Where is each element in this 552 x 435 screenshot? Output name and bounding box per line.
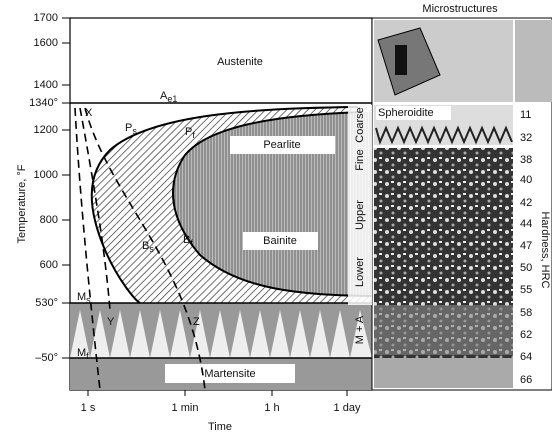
curve-label: X: [85, 107, 93, 119]
structure-label: Lower: [354, 257, 366, 287]
structure-label: M + A: [354, 315, 366, 344]
region-label: Bainite: [263, 235, 297, 247]
hardness-value: 44: [520, 218, 532, 230]
micro-image: [374, 305, 513, 355]
hardness-value: 40: [520, 174, 532, 186]
curve-label: Z: [193, 316, 200, 328]
structure-label: Fine: [354, 149, 366, 170]
curve-label-sub: s: [86, 295, 91, 305]
curve-label-sub: e1: [167, 94, 177, 104]
y-tick-label: 1600: [34, 37, 58, 49]
micro-image: [374, 358, 513, 388]
hardness-value: 38: [520, 154, 532, 166]
y-axis-label: Temperature, °F: [16, 164, 28, 243]
diagram: Austenite Pearlite Bainite Martensite X …: [0, 0, 552, 435]
curve-label-base: P: [125, 122, 132, 134]
hardness-value: 64: [520, 351, 532, 363]
y-tick-label: 530°: [35, 297, 58, 309]
hardness-label: Hardness, HRC: [539, 211, 551, 288]
x-tick-label: 1 s: [81, 402, 96, 414]
y-tick-label: 600: [40, 259, 58, 271]
structure-label: Coarse: [354, 107, 366, 142]
hardness-value: 50: [520, 262, 532, 274]
hardness-value: 66: [520, 374, 532, 386]
curve-label-base: P: [185, 126, 192, 138]
hardness-value: 32: [520, 132, 532, 144]
spheroidite-label: Spheroidite: [378, 107, 434, 119]
y-tick-label: 800: [40, 214, 58, 226]
y-tick-label: 1000: [34, 169, 58, 181]
hardness-value: 42: [520, 197, 532, 209]
hardness-value: 11: [520, 109, 531, 121]
region-label: Pearlite: [263, 139, 300, 151]
curve-label-base: B: [183, 234, 190, 246]
curve-label-sub: s: [132, 126, 137, 136]
region-label: Martensite: [204, 368, 255, 380]
y-tick-label: –50°: [35, 352, 58, 364]
x-tick-label: 1 min: [172, 402, 199, 414]
curve-label-base: B: [142, 240, 149, 252]
curve-label-base: M: [77, 347, 86, 359]
y-tick-label: 1200: [34, 124, 58, 136]
hardness-value: 62: [520, 329, 532, 341]
hardness-value: 55: [520, 284, 532, 296]
micro-grain: [395, 45, 407, 75]
region-label: Austenite: [217, 56, 263, 68]
micro-image: [515, 20, 552, 102]
x-axis-label: Time: [208, 421, 232, 433]
x-tick-label: 1 h: [264, 402, 279, 414]
x-tick-label: 1 day: [334, 402, 361, 414]
hardness-value: 47: [520, 240, 532, 252]
y-tick-label: 1400: [34, 79, 58, 91]
hardness-value: 58: [520, 307, 532, 319]
y-tick-label: 1340°: [29, 97, 58, 109]
y-tick-label: 1700: [34, 12, 58, 24]
curve-label-base: M: [77, 291, 86, 303]
curve-label: Y: [107, 316, 115, 328]
title: Microstructures: [422, 3, 498, 15]
structure-label: Upper: [354, 200, 366, 230]
curve-label-sub: s: [149, 244, 154, 254]
